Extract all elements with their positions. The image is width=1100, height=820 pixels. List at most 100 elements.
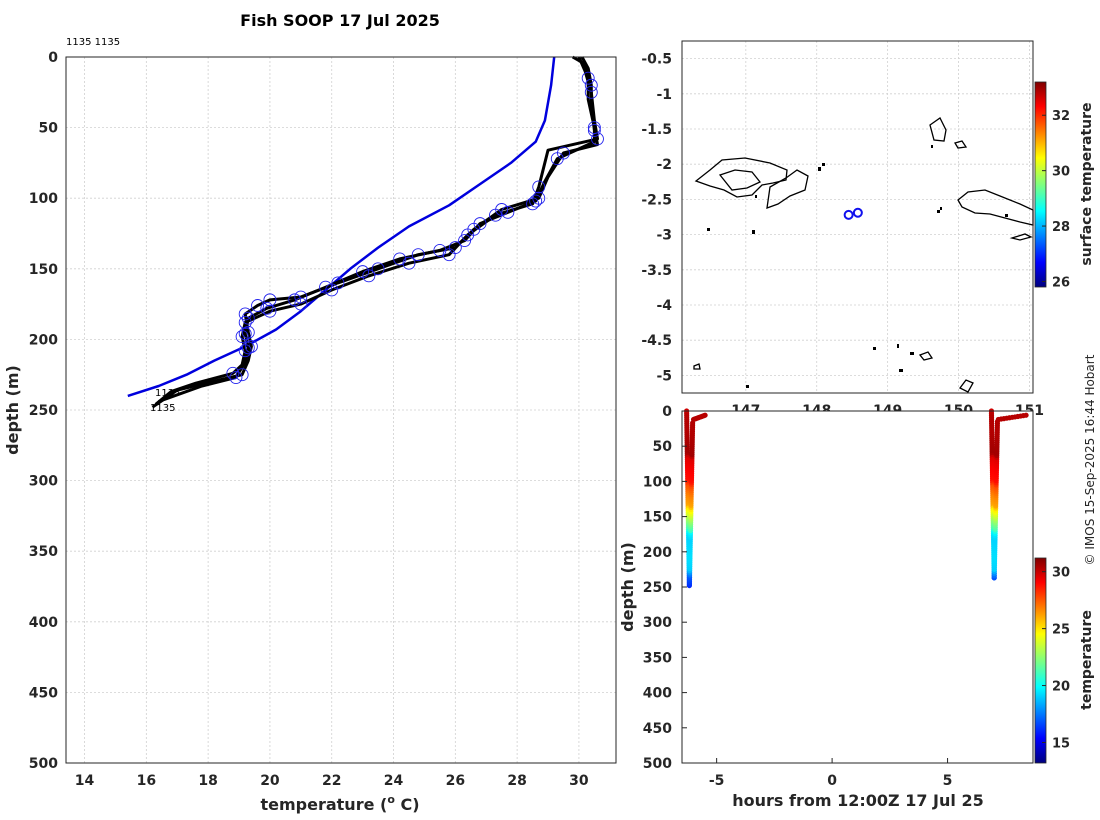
profile-xtick-label: 22 (322, 773, 341, 789)
profile-ytick-label: 450 (29, 685, 58, 701)
colorbar-tick-label: 30 (1052, 566, 1070, 581)
inflection-circle (461, 228, 475, 242)
annotation-top: 1135 1135 (66, 37, 120, 48)
inflection-circle (294, 290, 308, 304)
section-xtick-label: -5 (709, 773, 725, 789)
cast-position (852, 207, 863, 218)
map-islets (707, 145, 1008, 388)
inflection-circle (584, 85, 598, 99)
profile-xtick-label: 30 (569, 773, 589, 789)
series-line-2 (158, 56, 596, 403)
map-axes-box (681, 40, 1034, 394)
cast-sample (702, 412, 708, 418)
section-ytick-label: 0 (662, 404, 672, 420)
profile-ytick-label: 250 (29, 403, 58, 419)
inflection-circle (411, 248, 425, 262)
inflection-circle (238, 316, 252, 329)
map-ytick-label: -1 (656, 87, 672, 103)
inflection-circle (581, 71, 595, 85)
section-ytick-label: 400 (643, 686, 672, 702)
temperature-colorbar-label: temperature (1079, 610, 1095, 710)
profile-xtick-label: 20 (260, 773, 280, 789)
section-ytick-label: 100 (643, 474, 672, 490)
colorbar-tick-label: 15 (1052, 737, 1070, 752)
inflection-circle (473, 217, 487, 231)
map-ytick-label: -1.5 (641, 122, 672, 138)
profile-xtick-label: 24 (384, 773, 404, 789)
inflection-circle (402, 256, 416, 270)
chart-title: Fish SOOP 17 Jul 2025 (240, 11, 440, 30)
inflection-circle (260, 301, 274, 315)
sst-colorbar-label: surface temperature (1079, 102, 1095, 265)
section-casts (684, 408, 1029, 589)
map-ytick-label: -5 (656, 368, 672, 384)
section-ytick-label: 350 (643, 650, 672, 666)
inflection-circle (251, 299, 265, 312)
inflection-circle (238, 307, 252, 321)
inflection-circle (433, 243, 447, 257)
colorbar-tick-label: 26 (1052, 275, 1070, 290)
inflection-circle (529, 194, 543, 208)
section-ytick-label: 250 (643, 580, 672, 596)
profile-ytick-label: 50 (39, 121, 59, 137)
map-ytick-label: -2 (656, 157, 672, 173)
annotation-end-2: 1135 (150, 403, 175, 414)
inflection-circle (587, 123, 601, 137)
inflection-circle (442, 248, 456, 262)
inflection-circle (229, 371, 243, 384)
colorbar-tick-label: 28 (1052, 220, 1070, 235)
section-ytick-label: 50 (653, 439, 673, 455)
inflection-circle (325, 283, 339, 297)
inflection-circle (591, 132, 604, 146)
inflection-circle (263, 304, 277, 318)
imos-credit: © IMOS 15-Sep-2025 16:44 Hobart (1083, 354, 1097, 565)
section-ytick-label: 300 (643, 615, 672, 631)
profile-xtick-label: 14 (75, 773, 95, 789)
map-ytick-label: -2.5 (641, 192, 672, 208)
profile-ytick-label: 350 (29, 544, 58, 560)
annotation-end-1: 1135 (155, 388, 180, 399)
map-ytick-label: -3.5 (641, 263, 672, 279)
section-ytick-label: 450 (643, 721, 672, 737)
inflection-circle (238, 327, 252, 341)
cast-1 (988, 408, 1029, 581)
profile-ticks: 14 16 18 20 22 24 26 28 300501001502002503003504… (29, 50, 589, 789)
cast-0 (684, 408, 708, 589)
profile-series (127, 55, 599, 409)
profile-ytick-label: 300 (29, 474, 58, 490)
inflection-circle (235, 330, 249, 344)
colorbar-tick-label: 20 (1052, 680, 1070, 695)
inflection-circle (489, 208, 502, 222)
inflection-circle (241, 341, 255, 355)
colorbar-tick-label: 25 (1052, 623, 1070, 638)
profile-ytick-label: 500 (29, 756, 58, 772)
inflection-circle (241, 311, 255, 325)
section-ytick-label: 150 (643, 510, 672, 526)
series-line-0 (127, 56, 556, 398)
inflection-circle (294, 297, 308, 311)
colorbar-tick-label: 32 (1052, 109, 1070, 124)
profile-ylabel: depth (m) (3, 365, 22, 455)
profile-ytick-label: 400 (29, 615, 58, 631)
sst-colorbar-ticks: 26 28 30 32 (1042, 109, 1070, 290)
profile-xtick-label: 18 (198, 773, 217, 789)
profile-ytick-label: 100 (29, 191, 58, 207)
map-ytick-label: -3 (656, 228, 672, 244)
profile-ytick-label: 200 (29, 332, 58, 348)
temperature-colorbar-ticks: 15 20 25 30 (1042, 566, 1070, 752)
section-ytick-label: 500 (643, 756, 672, 772)
map-ytick-label: -4.5 (641, 333, 672, 349)
section-xtick-label: 5 (943, 773, 953, 789)
map-ytick-label: -4 (656, 298, 672, 314)
sst-colorbar (1034, 81, 1047, 288)
profile-axes-box (65, 56, 617, 764)
cast-sample (1023, 412, 1029, 418)
inflection-circle (263, 293, 277, 307)
cast-position (843, 209, 854, 220)
map-grid (682, 41, 1033, 393)
section-ylabel: depth (m) (618, 542, 637, 632)
profile-ytick-label: 150 (29, 262, 58, 278)
inflection-circle (393, 252, 407, 266)
profile-grid (66, 56, 616, 764)
